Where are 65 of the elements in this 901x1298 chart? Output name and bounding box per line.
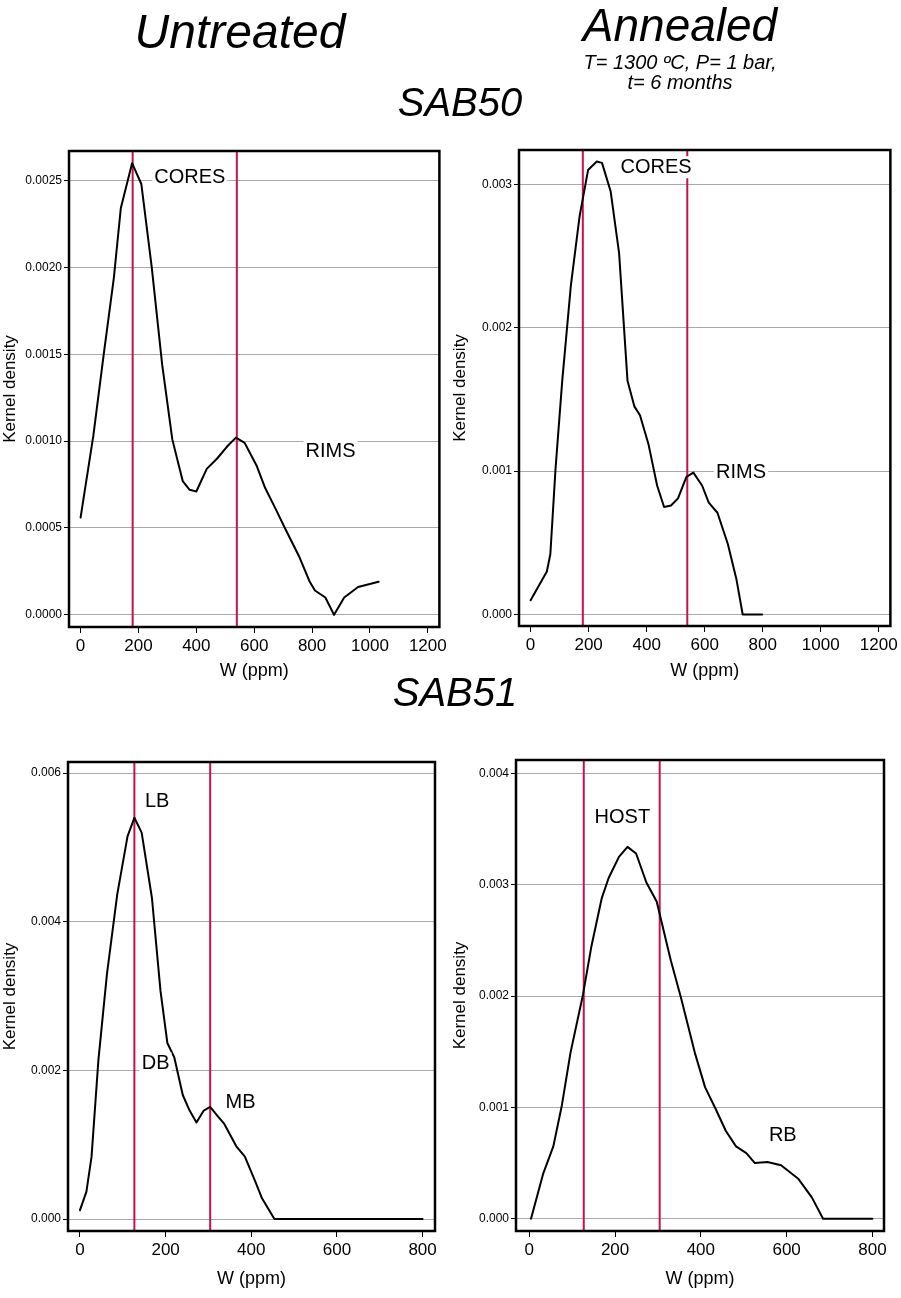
y-tick-label: 0.000 [30,1211,62,1226]
annotation: RB [768,1122,797,1145]
x-tick-label: 200 [600,1239,630,1259]
x-tick-label: 600 [772,1239,801,1259]
x-tick-label: 1000 [801,634,840,654]
x-tick-label: 800 [297,635,327,655]
x-axis-title: W (ppm) [219,660,289,681]
y-tick-label: 0.003 [478,877,510,892]
annotation: CORES [620,154,692,177]
annotation: DB [141,1051,170,1074]
y-tick-label: 0.0000 [25,607,63,622]
x-tick-label: 1200 [408,635,447,655]
x-axis-title: W (ppm) [665,1268,735,1289]
x-tick-label: 200 [574,634,603,654]
y-tick-label: 0.004 [30,914,62,929]
x-tick-label: 600 [322,1239,352,1259]
chart-title: Untreated [134,5,346,58]
y-tick-label: 0.001 [478,1099,510,1114]
y-tick-label: 0.001 [481,463,513,478]
x-axis-title: W (ppm) [670,660,740,681]
x-tick-label: 1000 [351,635,389,655]
y-tick-label: 0.002 [30,1062,62,1077]
y-axis-title: Kernel density [0,334,19,443]
y-tick-label: 0.0005 [25,520,63,535]
x-tick-label: 800 [748,634,777,654]
x-tick-label: 200 [124,635,153,655]
x-tick-label: 400 [632,634,661,654]
x-tick-label: 0 [525,634,536,654]
y-tick-label: 0.0010 [25,433,63,448]
x-tick-label: 1200 [859,634,898,654]
x-tick-label: 200 [151,1239,180,1259]
chart-subtitle: SAB50 [397,80,523,124]
y-tick-label: 0.0015 [25,346,63,361]
y-tick-label: 0.006 [30,765,62,780]
x-tick-label: 0 [75,635,86,655]
y-tick-label: 0.0020 [25,259,63,274]
annotation: RIMS [305,438,356,461]
y-tick-label: 0.0025 [25,172,63,187]
annotation: LB [144,788,170,811]
x-axis-title: W (ppm) [217,1268,286,1289]
x-tick-label: 400 [686,1239,716,1259]
x-tick-label: 0 [524,1239,535,1259]
y-tick-label: 0.000 [478,1211,510,1226]
x-tick-label: 0 [75,1239,85,1259]
x-tick-label: 400 [237,1239,266,1259]
x-tick-label: 800 [408,1239,437,1259]
chart-title: SAB51 [392,670,518,714]
y-tick-label: 0.000 [481,606,513,621]
x-tick-label: 400 [182,635,211,655]
annotation: CORES [154,164,226,187]
y-axis-title: Kernel density [449,333,469,442]
y-axis-title: Kernel density [0,942,19,1051]
x-tick-label: 600 [690,634,719,654]
y-tick-label: 0.002 [481,320,513,335]
chart-subtitle: T= 1300 ºC, P= 1 bar, t= 6 months [582,51,778,93]
chart-title: Annealed [582,0,778,51]
y-axis-title: Kernel density [449,941,469,1050]
y-tick-label: 0.002 [478,988,510,1003]
annotation: HOST [594,804,651,827]
y-tick-label: 0.004 [478,765,510,780]
annotation: MB [225,1090,256,1113]
annotation: RIMS [716,460,767,483]
y-tick-label: 0.003 [481,176,513,191]
x-tick-label: 800 [858,1239,887,1259]
x-tick-label: 600 [240,635,269,655]
